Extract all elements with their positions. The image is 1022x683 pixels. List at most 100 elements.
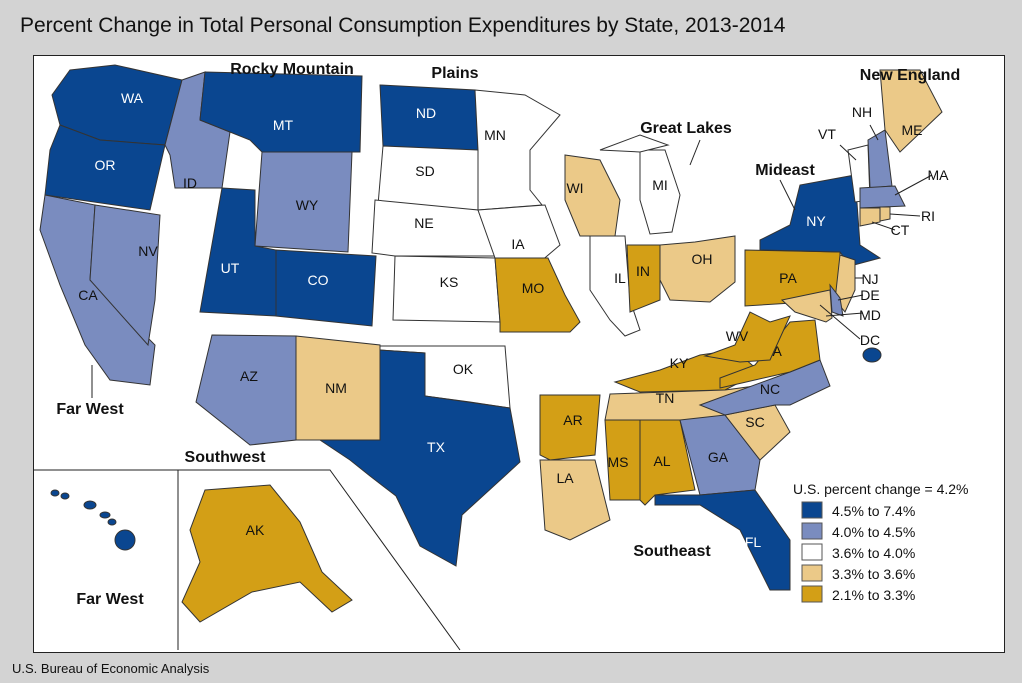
state-label-VT: VT: [818, 126, 836, 142]
state-label-SD: SD: [415, 163, 434, 179]
source-footer: U.S. Bureau of Economic Analysis: [12, 661, 210, 676]
state-label-OH: OH: [692, 251, 713, 267]
state-label-AR: AR: [563, 412, 582, 428]
leader-line: [779, 179, 796, 211]
state-HI-island: [107, 518, 117, 526]
state-label-CA: CA: [78, 287, 98, 303]
region-label: Far West: [56, 401, 124, 418]
leader-line: [819, 304, 861, 340]
state-HI-island: [99, 511, 111, 519]
legend-swatch: [801, 501, 823, 519]
region-label: Mideast: [755, 162, 815, 179]
state-label-PA: PA: [779, 270, 797, 286]
state-MA: [859, 185, 906, 209]
state-label-RI: RI: [921, 208, 935, 224]
state-label-TN: TN: [656, 390, 675, 406]
state-DC: [862, 347, 882, 363]
state-AK: [181, 484, 353, 623]
legend-swatch: [801, 585, 823, 603]
state-label-KS: KS: [440, 274, 459, 290]
state-label-IA: IA: [511, 236, 525, 252]
state-label-NY: NY: [806, 213, 826, 229]
state-label-SC: SC: [745, 414, 764, 430]
state-WY: [254, 151, 353, 253]
state-HI-island: [83, 500, 97, 510]
state-label-CT: CT: [891, 222, 910, 238]
region-label: New England: [860, 67, 960, 84]
state-label-MN: MN: [484, 127, 506, 143]
legend-label: 3.6% to 4.0%: [832, 545, 915, 561]
state-MI-upper: [599, 134, 670, 153]
state-label-MA: MA: [928, 167, 950, 183]
legend-label: 3.3% to 3.6%: [832, 566, 915, 582]
state-label-NC: NC: [760, 381, 780, 397]
state-NE: [371, 199, 496, 257]
leader-line: [839, 144, 857, 161]
state-label-GA: GA: [708, 449, 729, 465]
legend-swatch: [801, 543, 823, 561]
state-NH: [867, 129, 893, 189]
state-label-IN: IN: [636, 263, 650, 279]
state-label-MT: MT: [273, 117, 294, 133]
state-RI: [879, 206, 891, 222]
state-label-WY: WY: [296, 197, 319, 213]
state-label-UT: UT: [221, 260, 240, 276]
state-OR: [44, 124, 166, 211]
state-label-MO: MO: [522, 280, 545, 296]
state-MD: [780, 289, 833, 323]
state-MN: [474, 89, 561, 211]
state-label-AL: AL: [653, 453, 670, 469]
state-AZ: [195, 334, 297, 446]
legend-swatch: [801, 522, 823, 540]
state-label-AK: AK: [246, 522, 265, 538]
inset-border: [33, 469, 461, 651]
state-HI-island: [60, 492, 70, 500]
state-label-HI: HI: [68, 517, 82, 533]
leader-line: [889, 213, 921, 217]
state-label-ND: ND: [416, 105, 436, 121]
state-label-WI: WI: [566, 180, 583, 196]
region-label: Southeast: [633, 543, 711, 560]
state-label-KY: KY: [670, 355, 689, 371]
leader-line: [869, 124, 879, 141]
state-label-OK: OK: [453, 361, 474, 377]
state-OH: [659, 235, 736, 303]
state-IA: [477, 204, 561, 263]
state-label-NM: NM: [325, 380, 347, 396]
legend-label: 2.1% to 3.3%: [832, 587, 915, 603]
state-HI-island: [114, 529, 136, 551]
state-label-IL: IL: [614, 270, 626, 286]
state-label-AZ: AZ: [240, 368, 258, 384]
state-label-FL: FL: [745, 534, 762, 550]
state-MO: [494, 257, 581, 333]
state-LA: [539, 459, 611, 541]
state-label-MI: MI: [652, 177, 668, 193]
state-label-NE: NE: [414, 215, 433, 231]
state-NY: [759, 174, 882, 267]
state-label-DC: DC: [860, 332, 880, 348]
state-AR: [539, 394, 601, 461]
leader-line: [871, 221, 896, 231]
state-label-TX: TX: [427, 439, 446, 455]
state-CT: [859, 207, 881, 227]
state-label-NV: NV: [138, 243, 158, 259]
state-MI: [639, 149, 681, 235]
region-label: Southwest: [185, 449, 267, 466]
region-label: Rocky Mountain: [230, 61, 354, 78]
leader-line: [837, 294, 864, 301]
state-WV: [703, 311, 791, 363]
state-MT: [199, 71, 363, 153]
region-label: Plains: [431, 65, 478, 82]
state-CO: [275, 249, 377, 327]
legend-swatch: [801, 564, 823, 582]
state-label-WA: WA: [121, 90, 144, 106]
state-label-CO: CO: [308, 272, 329, 288]
leader-line: [894, 174, 933, 196]
state-ME: [879, 69, 943, 153]
leader-line: [689, 139, 701, 166]
state-label-MS: MS: [608, 454, 629, 470]
state-label-ME: ME: [902, 122, 923, 138]
state-label-ID: ID: [183, 175, 197, 191]
state-IN: [626, 244, 661, 313]
